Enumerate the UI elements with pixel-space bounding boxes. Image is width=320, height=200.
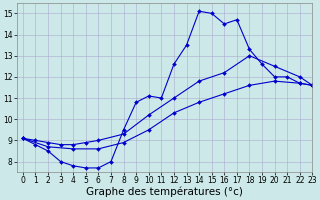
X-axis label: Graphe des températures (°c): Graphe des températures (°c) — [86, 187, 243, 197]
